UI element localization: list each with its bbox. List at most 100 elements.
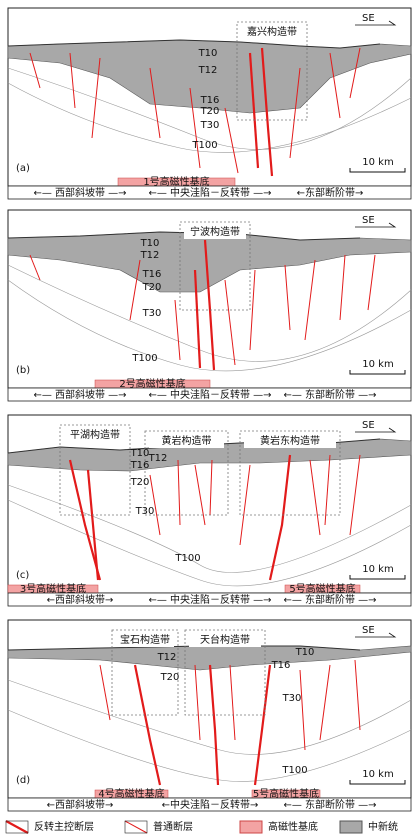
fault bbox=[324, 454, 331, 526]
horizon-label: T20 bbox=[200, 106, 220, 117]
horizon-label: T30 bbox=[135, 506, 155, 517]
fault bbox=[177, 459, 181, 526]
label-bg bbox=[64, 428, 126, 442]
fault bbox=[309, 459, 321, 536]
structure-box bbox=[184, 629, 266, 716]
structure-label: 黄岩东构造带 bbox=[260, 434, 320, 447]
horizon-label: T20 bbox=[142, 282, 162, 293]
horizon-label: T12 bbox=[140, 250, 160, 261]
legend-swatch bbox=[239, 820, 263, 834]
scale-bar bbox=[349, 168, 406, 173]
fault bbox=[319, 664, 331, 741]
fault bbox=[354, 659, 361, 731]
horizon-label: T100 bbox=[174, 553, 200, 564]
label-bg bbox=[241, 25, 303, 39]
legend-frame bbox=[124, 820, 148, 834]
fault bbox=[289, 67, 301, 159]
basement-label: 5号高磁性基底 bbox=[253, 787, 319, 800]
fault bbox=[91, 57, 101, 139]
direction: SE bbox=[362, 215, 375, 226]
fault bbox=[29, 254, 41, 281]
fault bbox=[189, 87, 201, 169]
fault bbox=[260, 47, 274, 177]
horizon-label: T16 bbox=[200, 95, 220, 106]
horizon-line bbox=[7, 279, 412, 372]
zone-label: ←— 东部断阶带 —→ bbox=[283, 593, 376, 606]
fault bbox=[149, 474, 161, 536]
fault bbox=[268, 454, 292, 581]
horizon-label: T12 bbox=[157, 652, 177, 663]
direction-arrow bbox=[355, 427, 397, 433]
structure-label: 天台构造带 bbox=[200, 633, 250, 646]
fault bbox=[224, 107, 239, 174]
scale-label: 10 km bbox=[362, 769, 393, 780]
fault bbox=[239, 464, 251, 546]
horizon-label: T30 bbox=[200, 120, 220, 131]
direction: SE bbox=[362, 13, 375, 24]
structure-label: 宁波构造带 bbox=[190, 225, 240, 238]
basement-label: 2号高磁性基底 bbox=[119, 377, 185, 390]
horizon-label: T16 bbox=[271, 660, 291, 671]
zone-label: ←— 东部断阶带 —→ bbox=[283, 798, 376, 811]
horizon-label: T10 bbox=[198, 48, 218, 59]
label-bg bbox=[116, 633, 174, 647]
legend-swatch bbox=[5, 820, 29, 834]
structure-box bbox=[144, 430, 229, 516]
fault bbox=[194, 464, 206, 526]
horizon-label: T10 bbox=[295, 647, 315, 658]
fault bbox=[208, 664, 220, 786]
horizon-label: T30 bbox=[282, 693, 302, 704]
horizon-label: T12 bbox=[148, 453, 168, 464]
fault bbox=[193, 269, 202, 369]
horizon-label: T10 bbox=[140, 238, 160, 249]
fault bbox=[149, 67, 161, 139]
panel-label: (d) bbox=[16, 775, 30, 786]
structure-label: 平湖构造带 bbox=[70, 428, 120, 441]
zone-label: ←— 中央洼陷－反转带 —→ bbox=[148, 593, 271, 606]
fault bbox=[367, 254, 376, 311]
fault bbox=[249, 269, 256, 351]
scale-label: 10 km bbox=[362, 564, 393, 575]
zone-row bbox=[7, 592, 412, 607]
fault bbox=[349, 454, 361, 536]
horizon-label: T30 bbox=[142, 308, 162, 319]
zone-label: ←— 中央洼陷－反转带 —→ bbox=[148, 388, 271, 401]
fault bbox=[299, 669, 306, 751]
horizon-label: T20 bbox=[160, 672, 180, 683]
zone-label: ←— 西部斜坡带 —→ bbox=[33, 186, 126, 199]
zone-label: ←— 东部断阶带 —→ bbox=[283, 388, 376, 401]
label-bg bbox=[184, 225, 246, 239]
zone-row bbox=[7, 185, 412, 200]
legend: 反转主控断层 普通断层 高磁性基底 中新统 bbox=[5, 820, 398, 834]
basement-label: 3号高磁性基底 bbox=[20, 582, 86, 595]
fault bbox=[174, 299, 181, 361]
basement-label: 5号高磁性基底 bbox=[289, 582, 355, 595]
label-bg bbox=[189, 633, 261, 647]
zone-label: ←中央洼陷－反转带→ bbox=[162, 798, 259, 811]
structure-label: 宝石构造带 bbox=[120, 633, 170, 646]
direction: SE bbox=[362, 625, 375, 636]
horizon-label: T12 bbox=[198, 65, 218, 76]
horizon-line bbox=[7, 679, 412, 755]
fault bbox=[284, 264, 291, 331]
panel-label: (c) bbox=[16, 570, 29, 581]
zone-label: ←— 中央洼陷－反转带 —→ bbox=[148, 186, 271, 199]
direction-arrow bbox=[355, 632, 397, 638]
scale-bar bbox=[349, 780, 406, 785]
fault bbox=[248, 52, 260, 169]
horizon-line bbox=[7, 82, 412, 153]
fault bbox=[224, 279, 236, 366]
panel: 宝石构造带 天台构造带 T10 T12 T16 T20 T30 T100 SE (d) 10 km 4… bbox=[7, 619, 412, 812]
scale-bar bbox=[349, 370, 406, 375]
fault bbox=[229, 664, 236, 741]
fault bbox=[86, 469, 100, 581]
horizon-label: T20 bbox=[130, 477, 150, 488]
fault bbox=[69, 52, 76, 109]
structure-box bbox=[111, 629, 179, 716]
legend-label: 反转主控断层 bbox=[34, 820, 94, 833]
horizon-label: T100 bbox=[281, 765, 307, 776]
